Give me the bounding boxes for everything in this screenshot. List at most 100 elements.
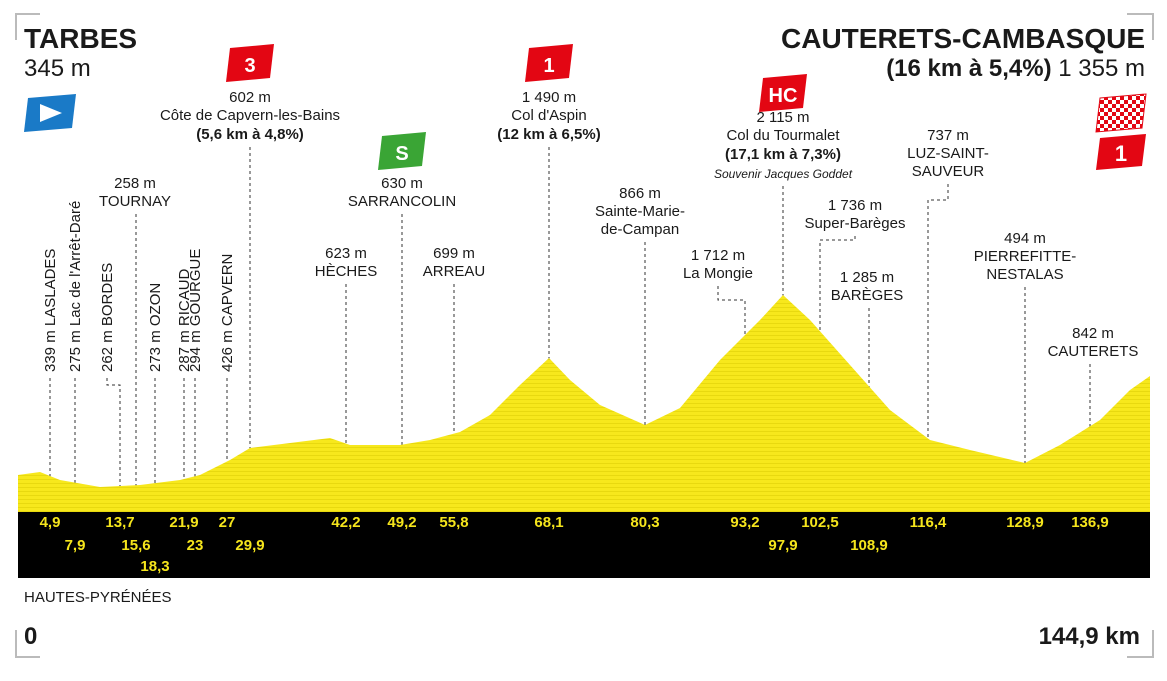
climb-detail: (17,1 km à 7,3%): [725, 146, 841, 163]
waypoint-altitude: 630 m: [381, 175, 423, 192]
waypoint-name: CAPVERN: [219, 254, 236, 327]
waypoint-name: LUZ-SAINT-: [907, 145, 989, 162]
waypoint-altitude: 2 115 m: [756, 109, 809, 126]
km-label: 15,6: [121, 537, 150, 554]
vertical-label: 339 m LASLADES: [42, 249, 59, 372]
km-label: 4,9: [40, 514, 61, 531]
waypoint-name: ARREAU: [423, 263, 486, 280]
km-label: 102,5: [801, 514, 839, 531]
marker-line: [927, 184, 949, 512]
vertical-label: 294 m GOURGUE: [187, 249, 204, 372]
waypoint-name: Col du Tourmalet: [726, 127, 840, 144]
finish-climb: (16 km à 5,4%): [886, 55, 1051, 82]
waypoint-name: de-Campan: [601, 221, 679, 238]
vertical-label: 273 m OZON: [147, 283, 164, 372]
category-label: 1: [543, 55, 554, 77]
finish-category: 1: [1115, 141, 1127, 166]
climb-detail: (5,6 km à 4,8%): [196, 126, 304, 143]
waypoint-altitude: 699 m: [433, 245, 475, 262]
category-badge: [759, 74, 807, 112]
region: HAUTES-PYRÉNÉES: [24, 589, 172, 606]
category-badge: [378, 132, 426, 170]
category-label: S: [395, 143, 408, 165]
waypoint-name: Lac de l'Arrêt-Daré: [67, 201, 84, 326]
waypoint-name: RICAUD: [176, 268, 193, 326]
waypoint-altitude: 1 712 m: [691, 247, 745, 264]
waypoint-name: CAUTERETS: [1048, 343, 1139, 360]
km-label: 68,1: [534, 514, 563, 531]
waypoint-altitude: 494 m: [1004, 230, 1046, 247]
waypoint-altitude: 1 736 m: [828, 197, 882, 214]
km-label: 136,9: [1071, 514, 1109, 531]
km-label: 27: [219, 514, 236, 531]
start-flag-arrow: [40, 104, 62, 122]
waypoint-name: SAUVEUR: [912, 163, 985, 180]
climb-detail: (12 km à 6,5%): [497, 126, 600, 143]
start-name: TARBES: [24, 23, 137, 54]
finish-flag: [1095, 93, 1147, 133]
km-label: 21,9: [169, 514, 198, 531]
km-label: 128,9: [1006, 514, 1044, 531]
waypoint-altitude: 737 m: [927, 127, 969, 144]
km-label: 23: [187, 537, 204, 554]
labels: 339 m LASLADES 4,9 275 m Lac de l'Arrêt-Da…: [40, 44, 1139, 575]
waypoint-altitude: 842 m: [1072, 325, 1114, 342]
waypoint-name: BORDES: [99, 263, 116, 326]
waypoint-altitude: 258 m: [114, 175, 156, 192]
km-label: 13,7: [105, 514, 134, 531]
waypoint-name: TOURNAY: [99, 193, 171, 210]
waypoint-altitude: 339 m: [42, 330, 59, 372]
waypoint-name: BARÈGES: [831, 287, 904, 304]
km-label: 18,3: [140, 558, 169, 575]
km-label: 97,9: [768, 537, 797, 554]
marker-line: [106, 378, 121, 512]
finish-badge: [1096, 134, 1146, 170]
km-label: 80,3: [630, 514, 659, 531]
waypoint-altitude: 294 m: [187, 330, 204, 372]
waypoint-name: Sainte-Marie-: [595, 203, 685, 220]
km-label: 42,2: [331, 514, 360, 531]
category-badge: [525, 44, 573, 82]
waypoint-name: Côte de Capvern-les-Bains: [160, 107, 340, 124]
finish-name: CAUTERETS-CAMBASQUE: [781, 23, 1145, 54]
km-label: 7,9: [65, 537, 86, 554]
waypoint-name: PIERREFITTE-: [974, 248, 1077, 265]
category-label: HC: [769, 85, 798, 107]
waypoint-name: La Mongie: [683, 265, 753, 282]
waypoint-altitude: 262 m: [99, 330, 116, 372]
waypoint-name: Col d'Aspin: [511, 107, 586, 124]
waypoint-altitude: 275 m: [67, 330, 84, 372]
waypoint-name: GOURGUE: [187, 249, 204, 327]
waypoint-altitude: 1 490 m: [522, 89, 576, 106]
km-label: 108,9: [850, 537, 888, 554]
category-badge: [226, 44, 274, 82]
km-band: [18, 512, 1150, 578]
frame: [15, 13, 1154, 658]
climb-note: Souvenir Jacques Goddet: [714, 167, 853, 181]
waypoint-altitude: 623 m: [325, 245, 367, 262]
km-label: 116,4: [910, 514, 947, 531]
waypoint-altitude: 426 m: [219, 330, 236, 372]
waypoint-name: OZON: [147, 283, 164, 326]
distance-start: 0: [24, 623, 37, 650]
vertical-label: 262 m BORDES: [99, 263, 116, 372]
waypoint-altitude: 287 m: [176, 330, 193, 372]
finish-altitude: 1 355 m: [1058, 55, 1145, 82]
km-label: 29,9: [235, 537, 264, 554]
waypoint-altitude: 273 m: [147, 330, 164, 372]
km-label: 49,2: [387, 514, 416, 531]
waypoint-name: Super-Barèges: [805, 215, 906, 232]
category-label: 3: [244, 55, 255, 77]
finish-line: (16 km à 5,4%) 1 355 m: [886, 55, 1145, 82]
waypoint-name: NESTALAS: [986, 266, 1063, 283]
km-label: 93,2: [730, 514, 759, 531]
km-label: 55,8: [439, 514, 468, 531]
elevation-profile: [18, 295, 1150, 512]
waypoint-altitude: 1 285 m: [840, 269, 894, 286]
vertical-label: 426 m CAPVERN: [219, 254, 236, 372]
waypoint-name: HÈCHES: [315, 263, 378, 280]
waypoint-name: SARRANCOLIN: [348, 193, 456, 210]
start-altitude: 345 m: [24, 55, 91, 82]
waypoint-altitude: 866 m: [619, 185, 661, 202]
